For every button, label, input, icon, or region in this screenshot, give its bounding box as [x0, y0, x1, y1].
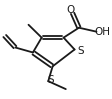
- Text: S: S: [47, 75, 54, 85]
- Text: S: S: [77, 46, 84, 56]
- Text: OH: OH: [95, 27, 111, 37]
- Text: O: O: [67, 5, 75, 15]
